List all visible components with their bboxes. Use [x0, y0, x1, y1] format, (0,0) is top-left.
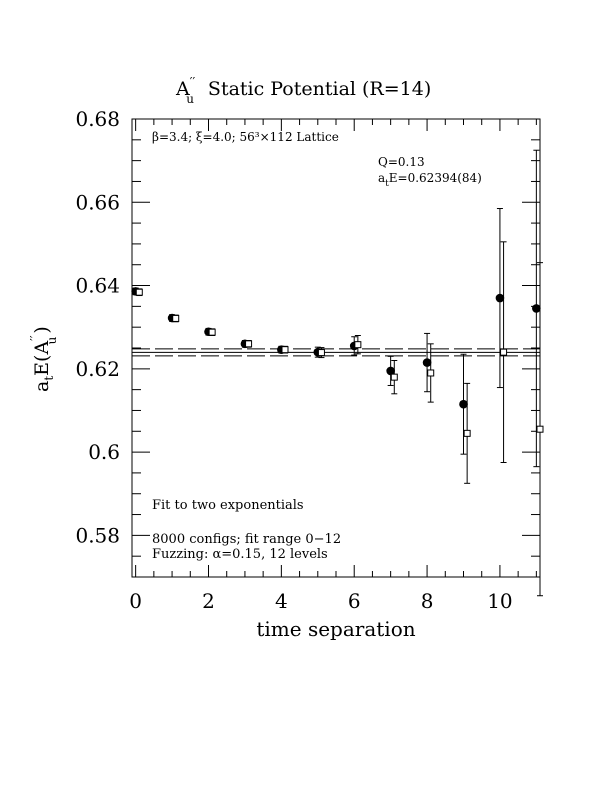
square-marker: [427, 369, 435, 377]
y-tick-label: 0.64: [75, 274, 120, 298]
square-marker: [135, 288, 143, 296]
circle-marker: [532, 304, 541, 313]
square-marker: [172, 314, 180, 322]
x-axis-label: time separation: [256, 617, 415, 641]
circle-marker: [459, 399, 468, 409]
x-tick-label: 6: [348, 589, 361, 613]
square-marker: [354, 341, 362, 349]
circle-marker: [495, 293, 505, 303]
y-tick-label: 0.68: [75, 107, 120, 131]
q-annotation: Q=0.13: [378, 155, 425, 169]
axis-ticks: [132, 118, 540, 578]
y-tick-label: 0.66: [75, 190, 120, 214]
x-tick-label: 10: [487, 589, 512, 613]
circle-marker: [422, 358, 432, 367]
circle-marker: [386, 366, 395, 376]
configs-annotation: 8000 configs; fit range 0−12: [152, 532, 341, 547]
error-bars: [132, 149, 543, 597]
fuzzing-annotation: Fuzzing: α=0.15, 12 levels: [152, 547, 328, 562]
square-marker: [317, 349, 325, 357]
chart-title: A′′ u Static Potential (R=14): [175, 75, 431, 106]
square-marker: [536, 425, 544, 433]
x-tick-label: 2: [202, 589, 215, 613]
fit-band: [132, 348, 540, 357]
tick-labels: 0 2 4 6 8 10 0.58 0.6 0.62 0.64 0.66 0.68: [75, 107, 512, 613]
square-marker: [245, 340, 253, 348]
x-tick-label: 4: [275, 589, 288, 613]
y-tick-label: 0.6: [88, 440, 120, 464]
square-marker: [208, 328, 216, 336]
square-marker: [463, 429, 471, 437]
fit-annotation: Fit to two exponentials: [152, 498, 304, 513]
square-marker: [281, 346, 289, 354]
x-tick-label: 0: [129, 589, 142, 613]
lattice-annotation: β=3.4; ξ=4.0; 56³×112 Lattice: [152, 130, 339, 144]
y-axis-label: atE(A′′ u): [28, 326, 59, 392]
data-markers: [131, 287, 544, 437]
square-marker: [390, 373, 398, 381]
x-tick-label: 8: [421, 589, 434, 613]
energy-annotation: atE=0.62394(84): [378, 171, 482, 189]
y-tick-label: 0.62: [75, 357, 120, 381]
y-tick-label: 0.58: [75, 523, 120, 547]
square-marker: [500, 348, 508, 356]
